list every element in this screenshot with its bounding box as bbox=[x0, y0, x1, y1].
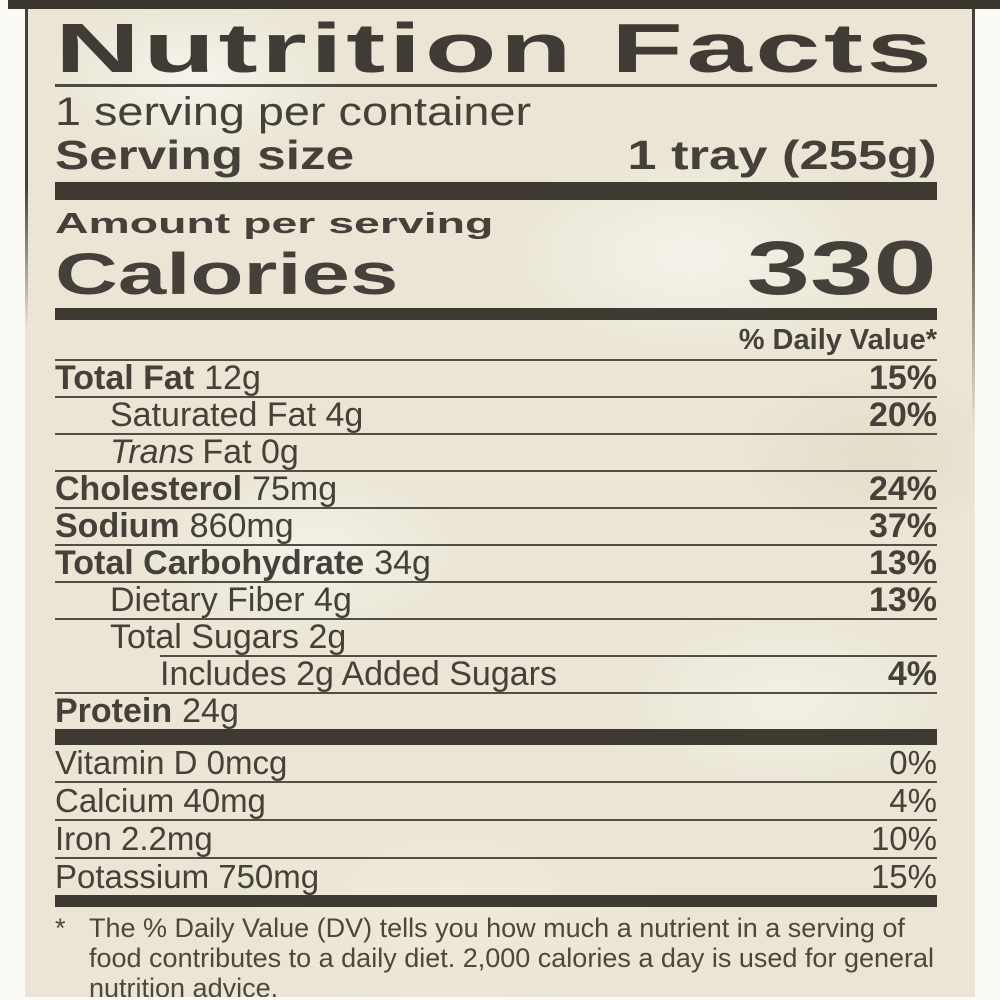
divider-bar-thick bbox=[55, 182, 937, 200]
divider-bar-medium bbox=[55, 895, 937, 907]
nutrient-row-sodium: Sodium 860mg 37% bbox=[55, 507, 937, 545]
nutrient-row-total-carbohydrate: Total Carbohydrate 34g 13% bbox=[55, 544, 937, 582]
divider-bar-thick bbox=[55, 729, 937, 745]
nutrient-row-protein: Protein 24g bbox=[55, 692, 937, 729]
mineral-row-potassium: Potassium 750mg 15% bbox=[55, 857, 937, 895]
dv-value: 24% bbox=[868, 470, 937, 508]
serving-size-label: Serving size bbox=[55, 132, 355, 178]
dv-value: 20% bbox=[868, 396, 937, 434]
label-top-border bbox=[8, 0, 1000, 9]
dv-value: 13% bbox=[868, 544, 937, 582]
dv-value: 0% bbox=[889, 744, 937, 781]
servings-per-container: 1 serving per container bbox=[55, 90, 532, 134]
title-rule bbox=[55, 84, 937, 87]
dv-value: 15% bbox=[868, 359, 937, 397]
nutrition-facts-label: Nutrition Facts 1 serving per container … bbox=[25, 9, 975, 997]
nutrient-row-added-sugars: Includes 2g Added Sugars 4% bbox=[160, 655, 937, 693]
dv-value: 37% bbox=[868, 507, 937, 545]
mineral-rows: Vitamin D 0mcg 0% Calcium 40mg 4% Iron 2… bbox=[55, 745, 937, 895]
mineral-row-vitamin-d: Vitamin D 0mcg 0% bbox=[55, 744, 937, 781]
divider-bar-medium bbox=[55, 308, 937, 320]
label-title-text: Nutrition Facts bbox=[55, 9, 936, 87]
nutrient-row-dietary-fiber: Dietary Fiber 4g 13% bbox=[55, 581, 937, 618]
nutrient-rows: Total Fat 12g 15% Saturated Fat 4g 20% Tr… bbox=[55, 359, 937, 729]
serving-size-value: 1 tray (255g) bbox=[627, 132, 937, 178]
dv-value: 10% bbox=[870, 820, 937, 857]
dv-value: 15% bbox=[870, 858, 937, 895]
dv-value: 4% bbox=[887, 655, 937, 693]
mineral-row-calcium: Calcium 40mg 4% bbox=[55, 781, 937, 819]
amount-per-serving: Amount per serving bbox=[55, 208, 494, 240]
footnote-asterisk: * bbox=[55, 913, 66, 943]
serving-size-row: Serving size 1 tray (255g) bbox=[55, 134, 937, 177]
daily-value-header: % Daily Value* bbox=[738, 324, 937, 356]
label-title: Nutrition Facts bbox=[55, 9, 937, 87]
nutrient-row-trans-fat: Trans Fat 0g bbox=[55, 433, 937, 470]
footnote-text: The % Daily Value (DV) tells you how muc… bbox=[89, 913, 935, 997]
nutrient-row-cholesterol: Cholesterol 75mg 24% bbox=[55, 470, 937, 508]
calories-row: Calories 330 bbox=[55, 226, 937, 311]
label-content: Nutrition Facts 1 serving per container … bbox=[55, 9, 937, 997]
mineral-row-iron: Iron 2.2mg 10% bbox=[55, 819, 937, 857]
dv-value: 4% bbox=[889, 782, 937, 819]
nutrient-row-total-sugars: Total Sugars 2g bbox=[55, 618, 937, 655]
nutrient-row-total-fat: Total Fat 12g 15% bbox=[55, 359, 937, 397]
calories-label: Calories bbox=[55, 242, 399, 307]
dv-value: 13% bbox=[868, 581, 937, 619]
calories-value: 330 bbox=[746, 226, 937, 311]
footnote: * The % Daily Value (DV) tells you how m… bbox=[55, 913, 937, 997]
nutrient-row-saturated-fat: Saturated Fat 4g 20% bbox=[55, 396, 937, 433]
